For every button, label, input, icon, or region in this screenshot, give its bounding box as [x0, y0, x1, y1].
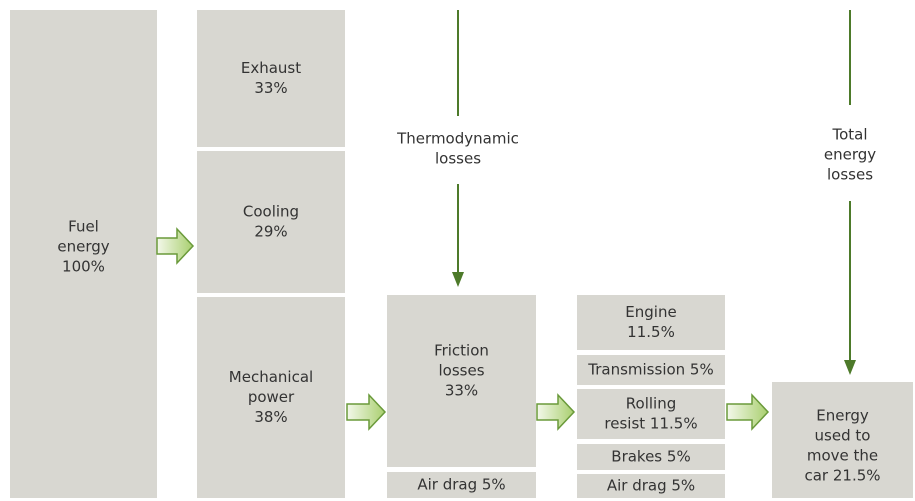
box: [197, 10, 345, 147]
box-label: car 21.5%: [804, 467, 880, 485]
box-label: move the: [807, 447, 878, 465]
box-label: resist 11.5%: [604, 415, 697, 433]
box: [577, 389, 725, 439]
box: [577, 444, 725, 470]
box-label: losses: [438, 362, 484, 380]
box-label: 29%: [254, 223, 287, 241]
box-label: 38%: [254, 408, 287, 426]
flow-arrow: [726, 393, 770, 431]
box: [577, 474, 725, 498]
loss-label: energy: [824, 146, 876, 164]
connectors: [452, 10, 856, 375]
box-label: Transmission 5%: [587, 361, 713, 379]
loss-label: Total: [831, 126, 867, 144]
box: [772, 382, 913, 498]
arrowhead: [844, 360, 856, 375]
box-label: power: [248, 388, 295, 406]
box-label: Exhaust: [241, 59, 301, 77]
loss-label: Thermodynamic: [396, 130, 519, 148]
box: [197, 297, 345, 498]
box-label: Fuel: [68, 218, 99, 236]
box-label: 33%: [254, 79, 287, 97]
flow-arrow: [346, 393, 387, 431]
box: [197, 151, 345, 293]
box-label: used to: [815, 427, 871, 445]
box-label: energy: [57, 238, 109, 256]
box-label: Friction: [434, 342, 489, 360]
box: [577, 355, 725, 385]
box: [387, 295, 536, 467]
box: [10, 10, 157, 498]
box-label: 100%: [62, 258, 105, 276]
loss-label: losses: [827, 166, 873, 184]
box-label: Air drag 5%: [417, 476, 505, 494]
flow-arrow: [156, 227, 195, 265]
box: [387, 472, 536, 498]
box: [577, 295, 725, 350]
box-label: Mechanical: [229, 368, 313, 386]
box-label: Rolling: [626, 395, 676, 413]
box-label: Cooling: [243, 203, 299, 221]
box-label: Brakes 5%: [611, 448, 690, 466]
box-label: 11.5%: [627, 323, 675, 341]
loss-label: losses: [435, 150, 481, 168]
box-label: Air drag 5%: [607, 477, 695, 495]
arrowhead: [452, 272, 464, 287]
box-label: 33%: [445, 382, 478, 400]
flow-arrow: [536, 393, 576, 431]
box-label: Engine: [625, 303, 676, 321]
box-label: Energy: [816, 407, 869, 425]
